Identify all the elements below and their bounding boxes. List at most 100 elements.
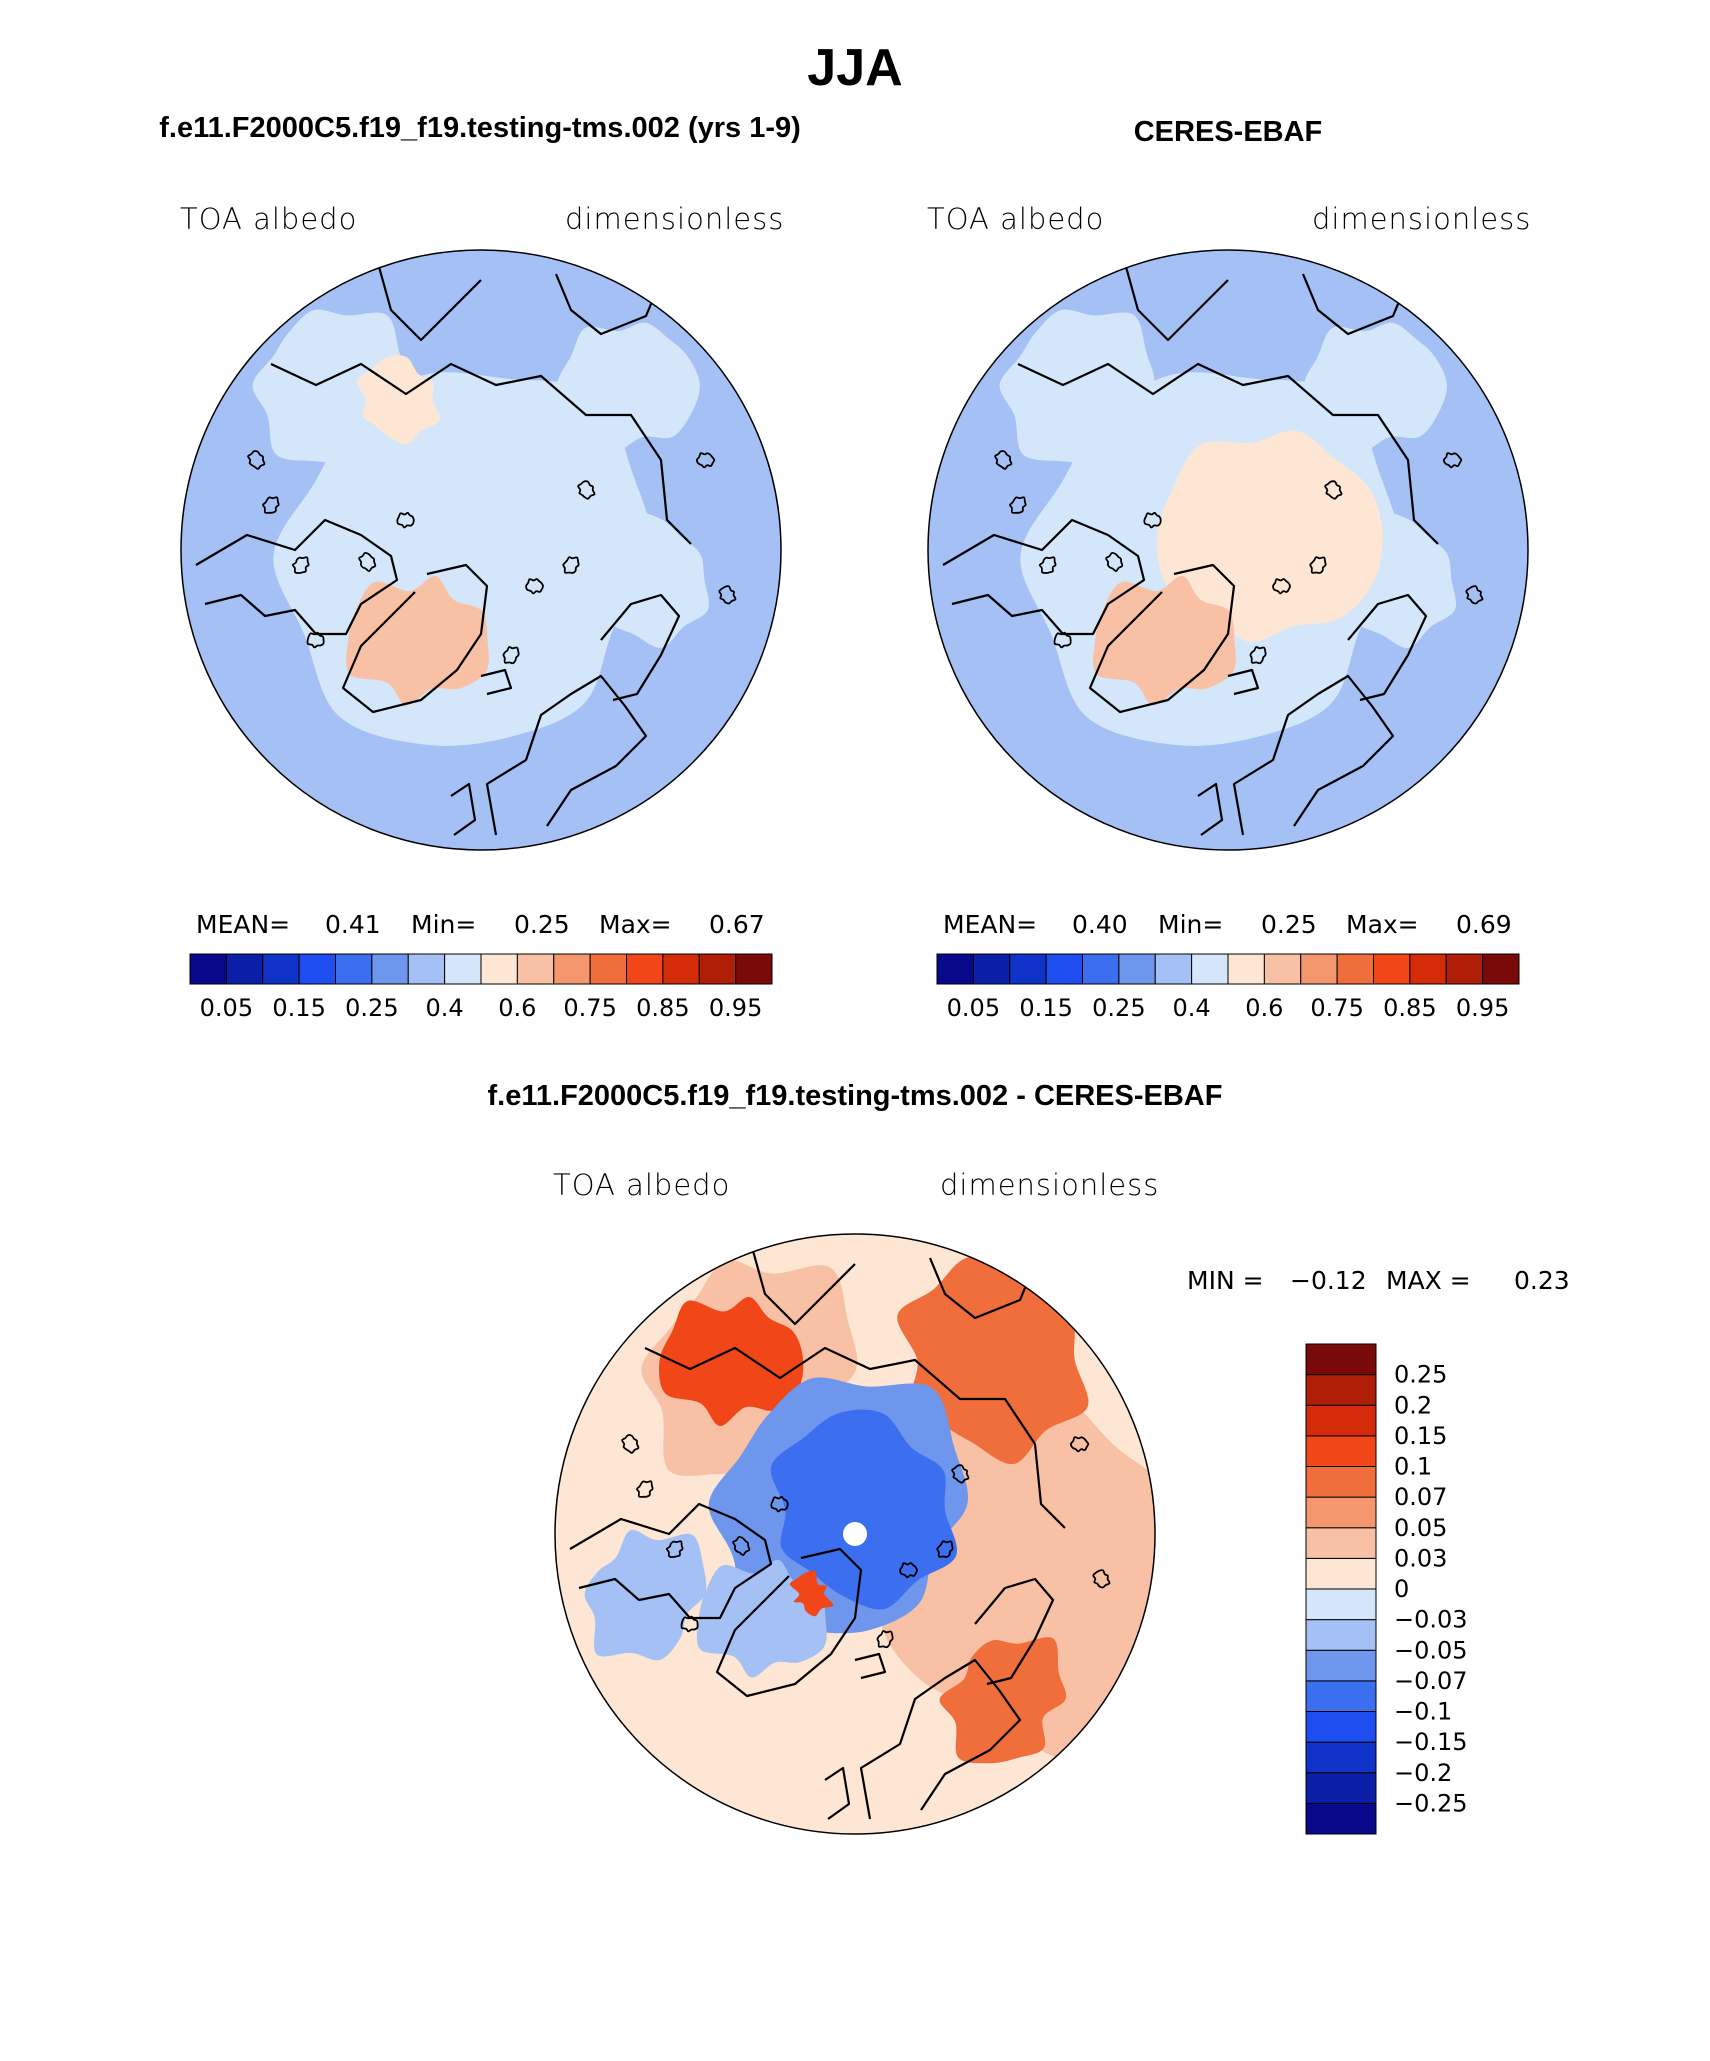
coastline-island [994,450,1013,470]
model-min-label: Min= [411,910,477,939]
colorbar-tick-label: −0.15 [1394,1728,1468,1756]
model-min-value: 0.25 [514,910,570,939]
coastline-island [770,1495,789,1513]
colorbar-swatch [735,953,773,985]
obs-variable-label: TOA albedo [927,202,1105,236]
colorbar-tick-label: 0.4 [1173,994,1211,1022]
colorbar-swatch [1227,953,1265,985]
figure-title: JJA [807,39,903,97]
model-mean-label: MEAN= [196,910,291,939]
coastline-island [1038,556,1057,574]
map-boundary-circle [927,249,1529,851]
colorbar-tick-label: −0.05 [1394,1636,1468,1664]
colorbar-obs: 0.05 0.15 0.25 0.4 0.6 0.75 0.85 0.95 [936,953,1520,1022]
coastline-scandinavia [974,1577,1055,1686]
diff-panel-title: f.e11.F2000C5.f19_f19.testing-tms.002 - … [487,1080,1223,1112]
contour-region [939,1637,1067,1764]
colorbar-swatch [1082,953,1120,985]
coastline-island [1009,496,1027,514]
diff-max-value: 0.23 [1514,1266,1570,1295]
colorbar-swatch [1045,953,1083,985]
colorbar-tick-label: 0.03 [1394,1544,1447,1572]
colorbar-swatch [698,953,737,985]
colorbar-tick-label: 0.4 [426,994,464,1022]
model-units-label: dimensionless [565,202,785,236]
map-contour-group [584,1256,1155,1764]
coastline-island [1309,556,1327,574]
colorbar-swatch [1305,1404,1377,1437]
colorbar-tick-label: 0.05 [947,994,1000,1022]
map-boundary-circle [554,1233,1156,1835]
coastline-scandinavia [1347,593,1428,702]
coastline-island [1105,552,1124,572]
obs-panel-title: CERES-EBAF [1133,116,1323,148]
colorbar-swatch [1305,1435,1377,1467]
coastline-island [636,1480,654,1498]
colorbar-swatch [1191,953,1229,985]
colorbar-swatch [444,953,482,985]
colorbar-swatch [1445,953,1484,985]
obs-max-label: Max= [1346,910,1419,939]
contour-region [789,1570,834,1617]
colorbar-tick-label: 0.95 [1456,994,1509,1022]
coastline-island [951,1464,970,1484]
colorbar-tick-label: 0.75 [563,994,616,1022]
coastline-island [718,585,737,605]
map-contour-group [999,309,1511,761]
coastline-island [396,511,415,529]
coastline-group [942,255,1484,836]
colorbar-swatch [1305,1741,1377,1774]
coastline-siberia [644,1346,1066,1529]
colorbar-tick-label: 0.05 [200,994,253,1022]
colorbar-swatch [407,953,446,985]
colorbar-swatch [1305,1496,1377,1529]
obs-mean-label: MEAN= [943,910,1038,939]
coastline-island [525,578,544,595]
colorbar-swatch [1009,953,1047,985]
colorbar-swatch [1305,1680,1377,1712]
colorbar-swatch [972,953,1011,985]
model-variable-label: TOA albedo [180,202,358,236]
colorbar-tick-label: 0.07 [1394,1483,1447,1511]
coastline-island [1324,480,1343,500]
contour-region [999,309,1155,463]
diff-min-value: −0.12 [1290,1266,1367,1295]
contour-region [556,322,700,451]
colorbar-swatch [1305,1374,1377,1406]
colorbar-swatch [1373,953,1411,985]
colorbar-tick-label: 0.85 [1383,994,1436,1022]
coastline-island [876,1630,894,1649]
coastline-island [936,1540,954,1558]
colorbar-model: 0.05 0.15 0.25 0.4 0.6 0.75 0.85 0.95 [189,953,773,1022]
polar-map-obs [927,249,1529,851]
obs-max-value: 0.69 [1456,910,1512,939]
coastline-island [306,631,325,649]
colorbar-tick-label: 0 [1394,1575,1409,1603]
coastline-group [569,1239,1111,1820]
colorbar-tick-label: 0.85 [636,994,689,1022]
coastline-alaska [374,255,482,342]
colorbar-swatch [1336,953,1374,985]
contour-region-arctic [770,1409,958,1610]
pole-missing-data [843,1522,867,1546]
coastline-island [1092,1569,1111,1589]
colorbar-tick-label: 0.75 [1310,994,1363,1022]
coastline-island [291,556,310,574]
colorbar-tick-label: −0.07 [1394,1667,1468,1695]
model-max-label: Max= [599,910,672,939]
coastline-island [1249,646,1267,665]
contour-region [357,355,441,445]
colorbar-tick-label: 0.15 [1019,994,1072,1022]
map-boundary-circle [180,249,782,851]
coastline-canada [942,518,1146,636]
coastline-island [562,556,580,574]
obs-min-label: Min= [1158,910,1224,939]
coastline-island [732,1536,751,1556]
model-max-value: 0.67 [709,910,765,939]
colorbar-tick-label: 0.15 [272,994,325,1022]
coastline-greenland [341,563,489,714]
colorbar-swatch [1118,953,1156,985]
coastline-alaska [1121,255,1229,342]
coastline-europe [485,674,648,836]
coastline-uk [450,782,477,836]
